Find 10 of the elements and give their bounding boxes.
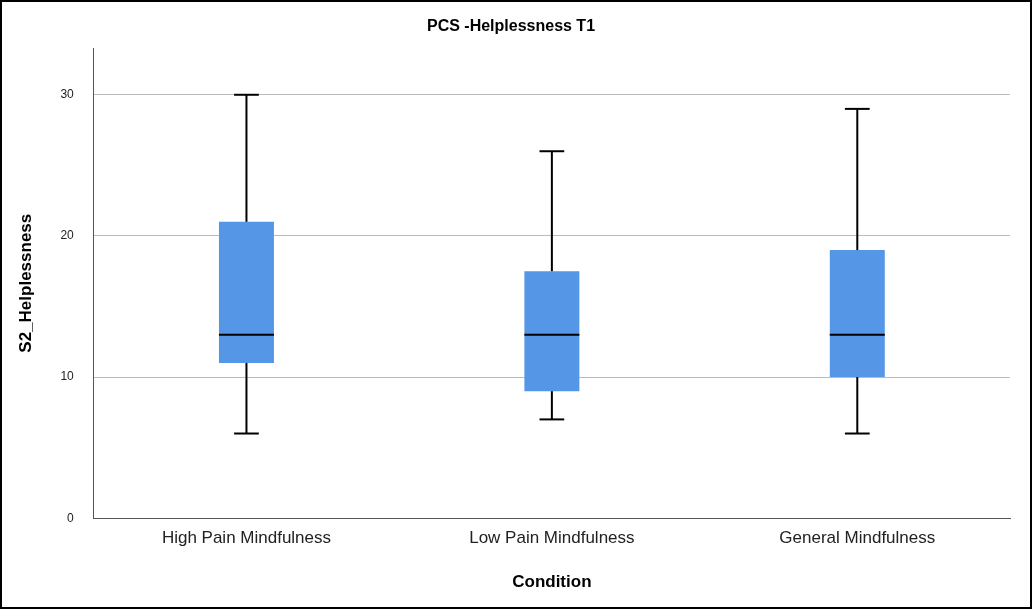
y-tick-label: 30 xyxy=(60,87,75,102)
chart-title: PCS -Helplessness T1 xyxy=(426,17,596,35)
x-tick-label: Low Pain Mindfulness xyxy=(469,528,635,548)
y-tick-label: 10 xyxy=(60,369,75,384)
y-axis-title: S2_Helplessness xyxy=(15,213,35,353)
x-tick-label: High Pain Mindfulness xyxy=(161,528,332,548)
x-axis-title: Condition xyxy=(512,572,592,592)
x-tick-label: General Mindfulness xyxy=(779,528,936,548)
y-tick-label: 0 xyxy=(67,510,75,525)
y-tick-label: 20 xyxy=(60,228,75,243)
